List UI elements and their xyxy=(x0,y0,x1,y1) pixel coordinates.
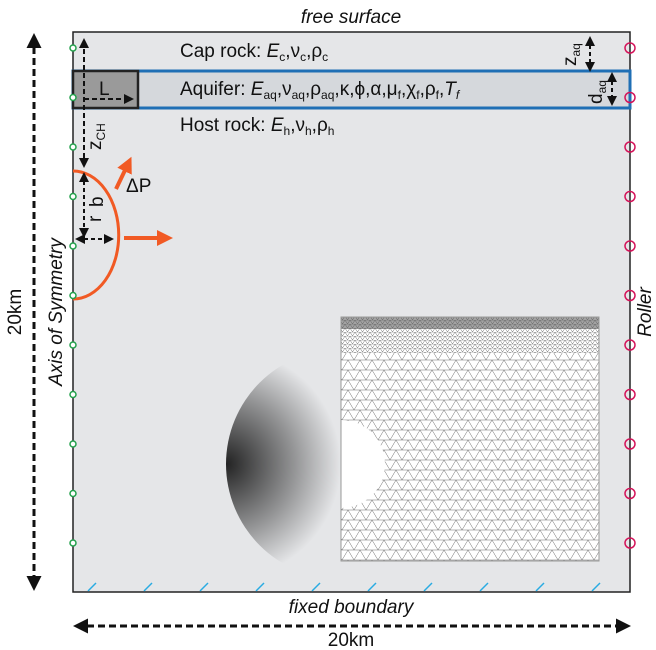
cap-rock-label: Cap rock: Ec,νc,ρc xyxy=(180,41,328,64)
dim-b-label: b xyxy=(87,196,108,207)
symmetry-pin xyxy=(70,441,76,447)
width-label: 20km xyxy=(328,630,374,650)
symmetry-pin xyxy=(70,243,76,249)
symmetry-pin xyxy=(70,144,76,150)
host-rock-label: Host rock: Eh,νh,ρh xyxy=(180,115,334,138)
symmetry-pin xyxy=(70,194,76,200)
dim-r-label: r xyxy=(85,215,106,222)
pressure-label: ΔP xyxy=(126,176,151,197)
symmetry-pin xyxy=(70,491,76,497)
aquifer-label: Aquifer: Eaq,νaq,ρaq,κ,ϕ,α,μf,χf,ρf,Tf xyxy=(180,79,461,102)
fixed-boundary-label: fixed boundary xyxy=(289,597,415,618)
symmetry-pin xyxy=(70,392,76,398)
symmetry-pin xyxy=(70,293,76,299)
symmetry-pin xyxy=(70,342,76,348)
axis-of-symmetry-label: Axis of Symmetry xyxy=(46,237,67,387)
roller-label: Roller xyxy=(635,287,656,337)
symmetry-pin xyxy=(70,45,76,51)
symmetry-pin xyxy=(70,95,76,101)
dim-L-label: L xyxy=(99,79,110,100)
height-label: 20km xyxy=(5,289,26,335)
free-surface-label: free surface xyxy=(301,7,401,28)
symmetry-pin xyxy=(70,540,76,546)
